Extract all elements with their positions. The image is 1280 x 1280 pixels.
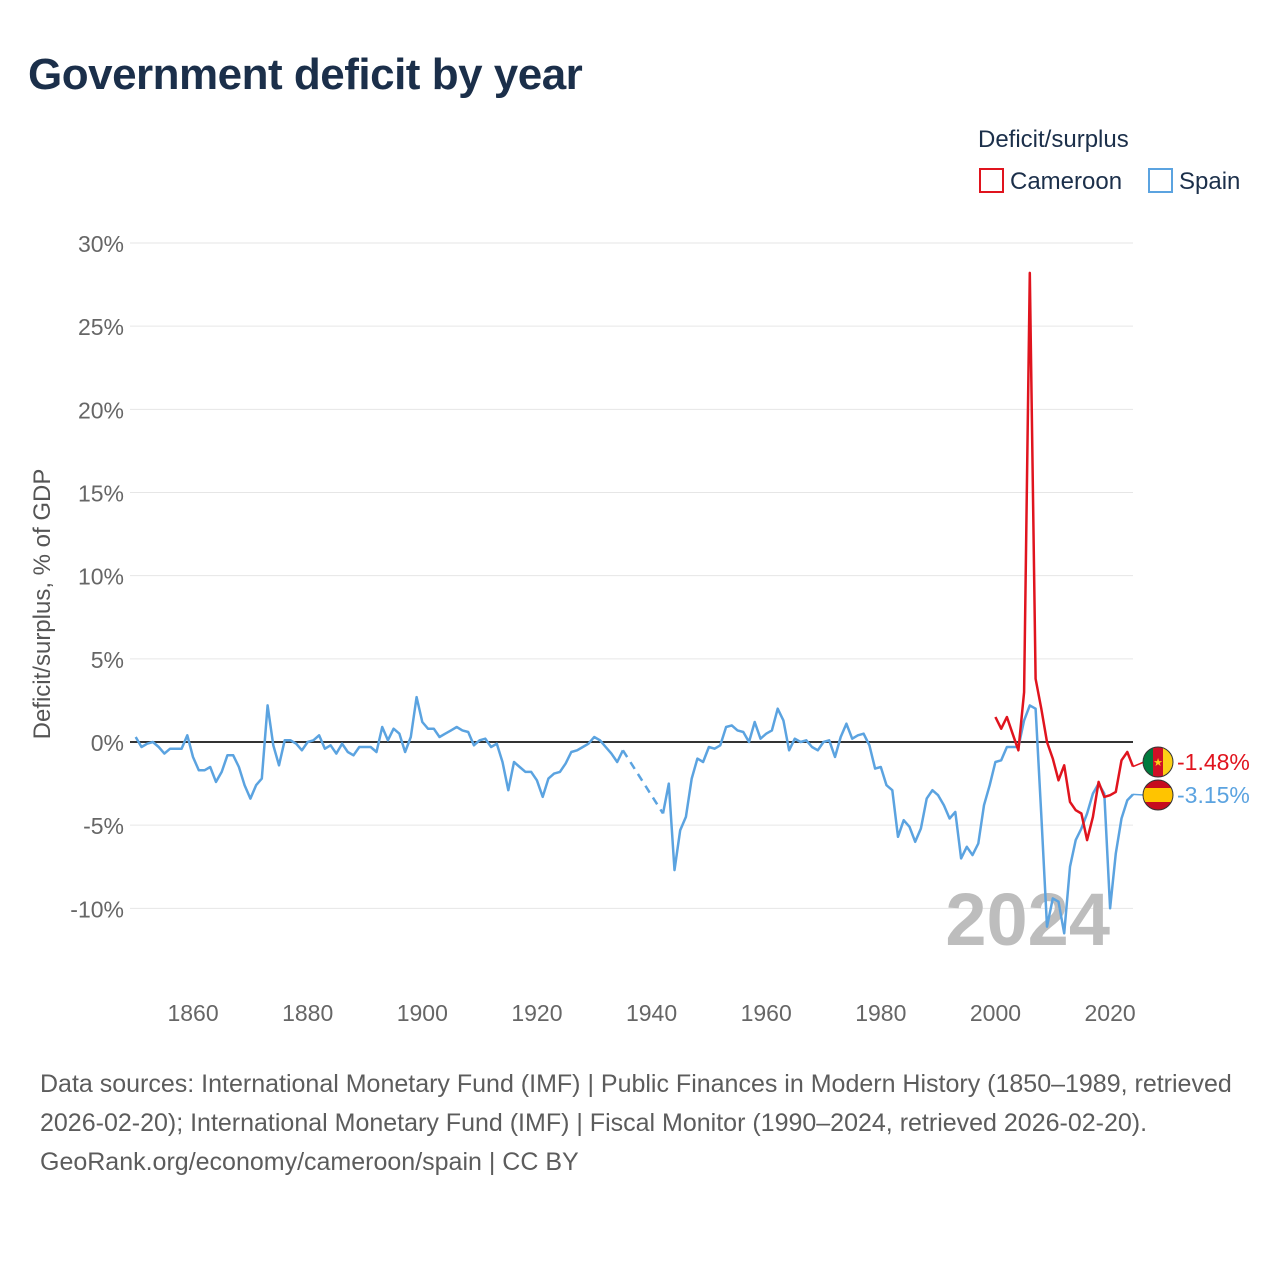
y-tick-label: 15% xyxy=(78,481,124,507)
series-line-spain xyxy=(134,695,625,800)
flag-spain-icon xyxy=(1142,779,1174,811)
footer: Data sources: International Monetary Fun… xyxy=(40,1065,1250,1182)
legend-label-spain: Spain xyxy=(1179,168,1240,195)
x-tick-label: 1860 xyxy=(167,1000,218,1026)
x-tick-label: 1980 xyxy=(855,1000,906,1026)
y-tick-label: 30% xyxy=(78,231,124,257)
chart-title: Government deficit by year xyxy=(28,50,583,99)
source-link[interactable]: GeoRank.org/economy/cameroon/spain | CC … xyxy=(40,1148,579,1176)
series-lines xyxy=(134,271,1135,935)
y-tick-label: 5% xyxy=(91,647,124,673)
end-label-spain: -3.15% xyxy=(1177,782,1250,808)
x-tick-labels: 1860 1880 1900 1920 1940 1960 1980 2000 2020 xyxy=(167,1000,1135,1026)
y-tick-label: 10% xyxy=(78,564,124,590)
x-tick-label: 1900 xyxy=(397,1000,448,1026)
y-tick-label: -10% xyxy=(70,896,124,922)
y-tick-label: 20% xyxy=(78,397,124,423)
flag-cameroon-icon: ★ xyxy=(1142,746,1174,778)
legend: Deficit/surplus Cameroon Spain xyxy=(978,126,1240,195)
y-tick-label: 25% xyxy=(78,314,124,340)
y-axis-label: Deficit/surplus, % of GDP xyxy=(29,469,56,740)
end-label-cameroon: -1.48% xyxy=(1177,749,1250,775)
chart: 30%25%20%15%10%5%0%-5%-10% 1860 1880 1900 1… xyxy=(29,126,1250,1026)
end-connector-cameroon xyxy=(1132,761,1145,768)
x-tick-label: 2000 xyxy=(970,1000,1021,1026)
y-tick-label: 0% xyxy=(91,730,124,756)
year-watermark: 2024 xyxy=(945,878,1110,961)
end-connector-spain xyxy=(1132,793,1145,796)
series-line-spain xyxy=(661,704,1134,935)
data-sources: Data sources: International Monetary Fun… xyxy=(40,1070,1232,1137)
end-labels: ★ -1.48% -3.15% xyxy=(1132,746,1250,811)
legend-label-cameroon: Cameroon xyxy=(1010,168,1122,195)
x-tick-label: 2020 xyxy=(1084,1000,1135,1026)
x-tick-label: 1960 xyxy=(741,1000,792,1026)
legend-item-spain[interactable]: Spain xyxy=(1148,168,1240,195)
gridlines xyxy=(130,242,1133,909)
legend-title: Deficit/surplus xyxy=(978,126,1129,153)
legend-swatch-cameroon xyxy=(979,168,1004,193)
svg-text:★: ★ xyxy=(1153,756,1163,769)
legend-item-cameroon[interactable]: Cameroon xyxy=(979,168,1122,195)
x-tick-label: 1940 xyxy=(626,1000,677,1026)
legend-swatch-spain xyxy=(1148,168,1173,193)
x-tick-label: 1920 xyxy=(511,1000,562,1026)
x-tick-label: 1880 xyxy=(282,1000,333,1026)
series-line-cameroon xyxy=(994,271,1135,842)
y-tick-labels: 30% 25% 20% 15% 10% 5% 0% -5% -10% xyxy=(70,231,124,922)
series-line-spain-gap xyxy=(621,749,665,815)
y-tick-label: -5% xyxy=(83,813,124,839)
